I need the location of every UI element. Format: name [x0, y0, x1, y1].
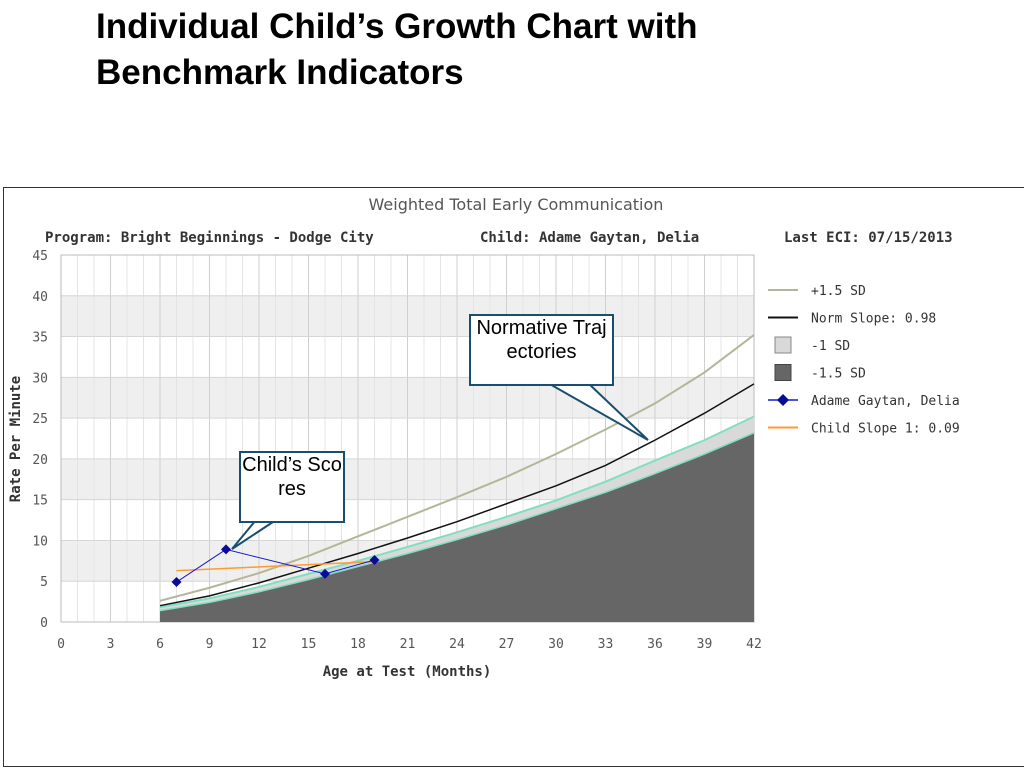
chart-title: Weighted Total Early Communication	[369, 195, 664, 214]
norm-slope-line	[159, 383, 755, 607]
y-tick-label: 25	[32, 412, 48, 427]
x-tick-label: 27	[499, 637, 515, 652]
child-score-line	[176, 548, 375, 583]
y-tick-label: 30	[32, 371, 48, 386]
x-tick-label: 42	[746, 637, 762, 652]
x-tick-label: 39	[697, 637, 713, 652]
y-tick-label: 5	[40, 575, 48, 590]
slide-title-line-2: Benchmark Indicators	[96, 53, 464, 92]
y-tick-label: 45	[32, 249, 48, 264]
x-tick-label: 24	[449, 637, 465, 652]
legend-swatch-box	[774, 364, 792, 381]
legend-label: -1.5 SD	[811, 367, 866, 382]
normative-callout-pointer	[547, 382, 649, 441]
x-tick-label: 6	[156, 637, 164, 652]
legend-swatch-box	[774, 336, 792, 354]
y-tick-label: 0	[40, 616, 48, 631]
y-tick-label: 35	[32, 331, 48, 346]
x-tick-label: 33	[598, 637, 614, 652]
y-axis-title: Rate Per Minute	[8, 376, 24, 502]
legend-label: -1 SD	[811, 339, 850, 354]
x-tick-label: 36	[647, 637, 663, 652]
x-tick-label: 15	[301, 637, 317, 652]
child-slope-line	[176, 560, 375, 572]
y-tick-label: 10	[32, 534, 48, 549]
normative-trajectories-callout: Normative Trajectories	[469, 314, 614, 386]
x-tick-label: 0	[57, 637, 65, 652]
child-score-point	[171, 577, 182, 588]
x-tick-label: 3	[107, 637, 115, 652]
legend-swatch-diamond	[777, 394, 789, 406]
x-tick-label: 12	[251, 637, 267, 652]
x-tick-label: 30	[548, 637, 564, 652]
chart-child-label: Child: Adame Gaytan, Delia	[480, 230, 699, 246]
legend-label: Child Slope 1: 0.09	[811, 422, 960, 437]
y-tick-label: 15	[32, 494, 48, 509]
chart-program-label: Program: Bright Beginnings - Dodge City	[45, 230, 374, 246]
child-score-point	[320, 568, 330, 579]
minus-1-5-sd-area	[160, 432, 754, 622]
minus-1-sd-edge	[159, 415, 755, 609]
slide-title-line-1: Individual Child’s Growth Chart with	[96, 7, 698, 46]
x-tick-label: 9	[206, 637, 214, 652]
child-callout-pointer	[231, 519, 277, 550]
minus-1-5-sd-edge	[159, 432, 755, 612]
chart-last-eci-label: Last ECI: 07/15/2013	[784, 230, 953, 246]
x-axis-title: Age at Test (Months)	[323, 664, 492, 680]
legend-label: Norm Slope: 0.98	[811, 312, 936, 327]
legend-label: Adame Gaytan, Delia	[811, 394, 960, 409]
child-scores-callout: Child’s Scores	[239, 451, 345, 523]
child-score-point	[369, 555, 380, 566]
plus-1-5-sd-line	[159, 334, 755, 602]
x-tick-label: 21	[400, 637, 416, 652]
y-tick-label: 20	[32, 453, 48, 468]
legend-label: +1.5 SD	[811, 284, 866, 299]
y-tick-label: 40	[32, 290, 48, 305]
slide-title: Individual Child’s Growth Chart with Ben…	[96, 4, 956, 96]
x-tick-label: 18	[350, 637, 366, 652]
child-score-point	[221, 544, 231, 555]
